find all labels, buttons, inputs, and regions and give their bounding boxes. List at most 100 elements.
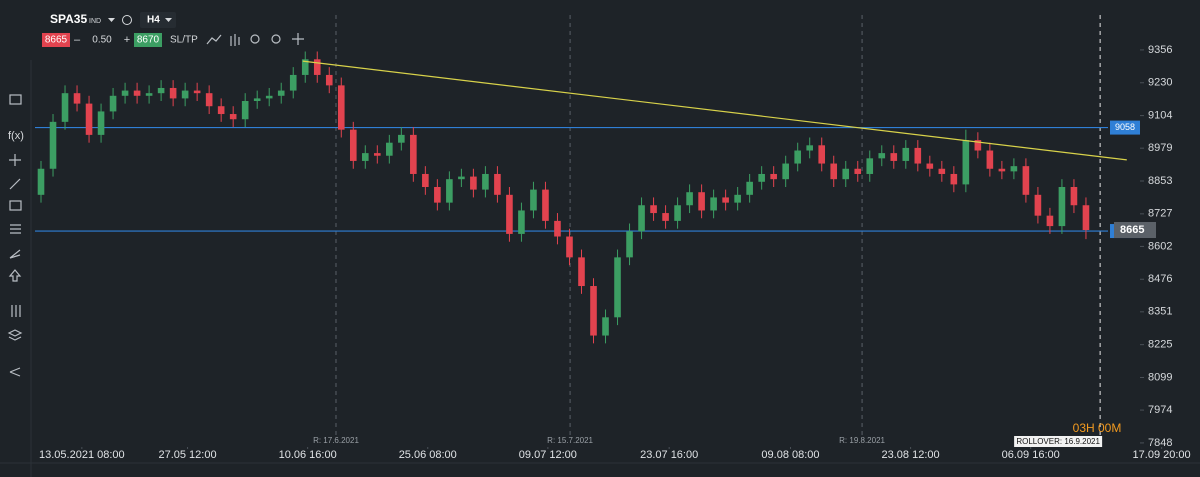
candle-body <box>133 90 141 96</box>
candle-body <box>722 197 729 203</box>
candle-body <box>361 153 369 161</box>
candle-body <box>1058 187 1066 227</box>
rollover-box <box>1014 436 1103 447</box>
candle-body <box>890 153 898 161</box>
lot-minus[interactable]: – <box>74 34 81 46</box>
marker-label: R: 15.7.2021 <box>547 436 593 445</box>
y-tick-label: 9356 <box>1148 44 1172 56</box>
timeframe-box[interactable] <box>140 12 176 28</box>
symbol[interactable]: SPA35 <box>50 12 87 26</box>
candle-body <box>193 90 201 94</box>
candle-body <box>374 153 381 156</box>
candle-body <box>830 163 838 180</box>
symbol-dropdown[interactable] <box>108 18 115 22</box>
candle-body <box>253 98 261 101</box>
candle-body <box>229 114 237 120</box>
candle-body <box>638 205 645 232</box>
candle-body <box>422 173 429 187</box>
candle-body <box>686 192 693 206</box>
candles-icon[interactable] <box>230 34 240 46</box>
candle-body <box>410 134 417 174</box>
candle-body <box>470 176 477 190</box>
y-tick-label: 7848 <box>1148 437 1172 449</box>
sltp[interactable]: SL/TP <box>170 35 198 46</box>
y-tick-label: 9104 <box>1148 110 1172 122</box>
y-tick-label: 8476 <box>1148 273 1172 285</box>
candle-body <box>554 220 561 237</box>
candle-body <box>61 93 69 122</box>
y-tick-label: 8602 <box>1148 240 1172 252</box>
tool-cross[interactable] <box>9 154 21 166</box>
x-tick-label: 23.07 16:00 <box>640 449 698 461</box>
marker-label: R: 19.8.2021 <box>839 436 885 445</box>
y-tick-label: 9230 <box>1148 77 1172 89</box>
candle-body <box>386 142 393 156</box>
trendline <box>302 60 1127 161</box>
candle-body <box>73 93 81 104</box>
zoom-in[interactable] <box>271 34 281 44</box>
candle-body <box>37 168 45 195</box>
candle-body <box>878 153 886 159</box>
candle-body <box>902 147 910 161</box>
candle-body <box>265 95 273 99</box>
candle-body <box>97 111 105 135</box>
candle-body <box>289 74 297 91</box>
lot-plus[interactable]: + <box>124 34 130 46</box>
countdown: 03H 00M <box>1073 421 1122 435</box>
candle-body <box>650 205 657 214</box>
candle-body <box>1070 187 1078 206</box>
candle-body <box>1082 205 1090 230</box>
candle-body <box>566 236 573 258</box>
candle-body <box>998 168 1006 172</box>
pan-icon[interactable] <box>292 33 304 45</box>
candle-body <box>614 257 621 318</box>
rollover-label: ROLLOVER: 16.9.2021 <box>1016 437 1100 446</box>
sidebar: f(x) <box>7 60 32 477</box>
candle-body <box>710 197 717 211</box>
candle-body <box>842 168 850 180</box>
candle-body <box>1010 166 1018 172</box>
sell-box[interactable] <box>42 33 70 47</box>
candle-body <box>85 103 93 135</box>
tool-fib[interactable] <box>10 224 21 234</box>
info-icon[interactable] <box>122 15 132 25</box>
candle-body <box>494 173 501 195</box>
lot-size[interactable]: 0.50 <box>92 35 112 46</box>
timeframe-dropdown[interactable] <box>165 18 172 22</box>
buy-box[interactable] <box>134 33 162 47</box>
x-tick-label: 10.06 16:00 <box>279 449 337 461</box>
tool-rect[interactable] <box>9 200 22 211</box>
candle-body <box>962 140 970 185</box>
candle-body <box>217 106 225 115</box>
y-tick-label: 8351 <box>1148 306 1172 318</box>
candle-body <box>277 90 285 96</box>
candle-body <box>542 189 549 221</box>
zoom-out[interactable] <box>250 34 260 44</box>
x-tick-label: 09.07 12:00 <box>519 449 577 461</box>
candle-body <box>854 168 862 174</box>
current-price-label: 8665 <box>1120 224 1144 236</box>
candle-body <box>157 87 165 94</box>
x-tick-label: 09.08 08:00 <box>761 449 819 461</box>
timeframe[interactable]: H4 <box>147 15 160 26</box>
tool-fx[interactable]: f(x) <box>8 130 24 142</box>
candle-body <box>590 286 597 336</box>
candle-body <box>241 101 249 120</box>
tool-screen[interactable] <box>9 94 22 105</box>
candle-body <box>398 134 405 143</box>
candle-body <box>325 74 333 86</box>
buy-price[interactable]: 8670 <box>137 35 160 46</box>
candle-body <box>662 213 669 221</box>
candle-body <box>806 145 814 151</box>
sell-price[interactable]: 8665 <box>45 35 68 46</box>
tool-indicators[interactable] <box>11 305 21 317</box>
candle-body <box>926 163 934 169</box>
tool-share[interactable] <box>9 367 21 377</box>
tool-arrow[interactable] <box>8 269 22 282</box>
market: IND <box>89 18 101 25</box>
tool-line[interactable] <box>9 178 21 190</box>
chart-type[interactable] <box>206 34 222 45</box>
tool-layers[interactable] <box>7 329 23 341</box>
tool-fan[interactable] <box>9 249 21 259</box>
